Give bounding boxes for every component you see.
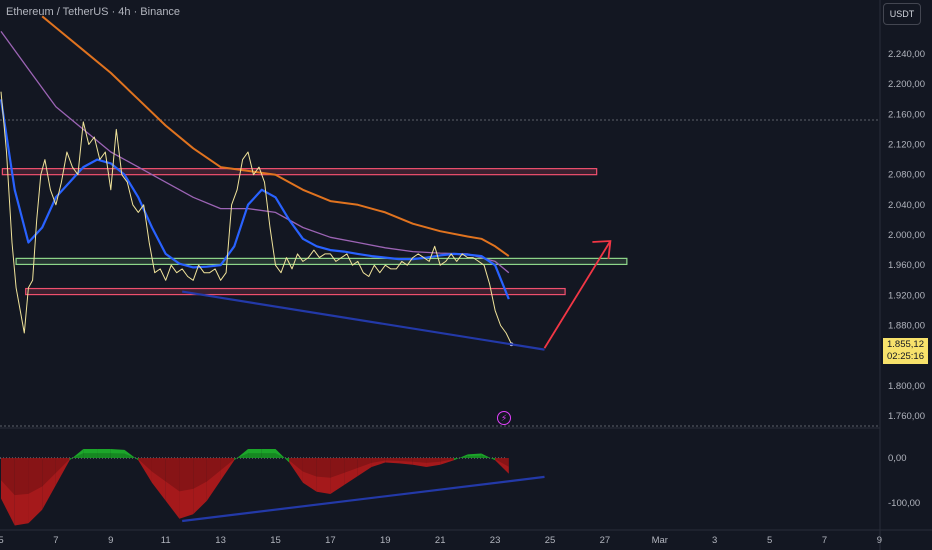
osc-trendline bbox=[182, 475, 545, 523]
osc-bar bbox=[69, 449, 84, 461]
oscillator-pane bbox=[1, 449, 545, 526]
osc-bar bbox=[110, 449, 125, 458]
y-tick-label: 2.240,00 bbox=[888, 49, 925, 60]
y-tick-label: 2.160,00 bbox=[888, 109, 925, 120]
y-tick-label: 2.080,00 bbox=[888, 170, 925, 181]
x-tick-label: 5 bbox=[767, 535, 772, 546]
osc-bar bbox=[344, 458, 358, 485]
ema_fast-line bbox=[0, 99, 510, 300]
osc-bar bbox=[275, 449, 290, 463]
osc-bar bbox=[42, 458, 56, 510]
series-lines bbox=[0, 15, 514, 347]
y-tick-label: 2.040,00 bbox=[888, 200, 925, 211]
y-tick-label: 2.000,00 bbox=[888, 230, 925, 241]
y-tick-label: 2.200,00 bbox=[888, 79, 925, 90]
osc-bar bbox=[28, 458, 43, 524]
ema_slow-line bbox=[41, 15, 510, 257]
annotations bbox=[181, 240, 612, 351]
osc-bar bbox=[261, 449, 276, 458]
axes: 2.240,00 2.200,00 2.160,00 2.120,00 2.080,00… bbox=[0, 49, 925, 546]
countdown: 02:25:16 bbox=[887, 351, 924, 362]
currency-button[interactable]: USDT bbox=[883, 3, 921, 25]
zones bbox=[1, 168, 628, 296]
y-tick-label: 1.960,00 bbox=[888, 260, 925, 271]
price-line bbox=[0, 91, 513, 345]
x-tick-label: 13 bbox=[215, 535, 226, 546]
osc-bar bbox=[14, 458, 29, 526]
osc-bar bbox=[330, 458, 345, 494]
osc-bar bbox=[440, 458, 454, 465]
osc-bar bbox=[206, 458, 221, 501]
x-tick-label: 9 bbox=[877, 535, 882, 546]
x-tick-label: 15 bbox=[270, 535, 281, 546]
osc-bar bbox=[426, 458, 441, 467]
x-tick-label: 5 bbox=[0, 535, 4, 546]
osc-bar bbox=[1, 458, 15, 526]
osc-y-tick-label: -100,00 bbox=[888, 498, 920, 509]
x-tick-label: 19 bbox=[380, 535, 391, 546]
osc-bar bbox=[495, 458, 509, 474]
last-price: 1.855,12 bbox=[887, 339, 924, 350]
osc-bar bbox=[97, 449, 111, 458]
red-zone bbox=[1, 168, 598, 176]
x-tick-label: 7 bbox=[822, 535, 827, 546]
x-tick-label: 9 bbox=[108, 535, 113, 546]
red-zone bbox=[25, 287, 566, 296]
y-tick-label: 1.800,00 bbox=[888, 381, 925, 392]
osc-y-tick-label: 0,00 bbox=[888, 453, 907, 464]
osc-bar bbox=[453, 454, 468, 461]
x-tick-label: 27 bbox=[600, 535, 611, 546]
x-tick-label: 17 bbox=[325, 535, 336, 546]
osc-bar bbox=[248, 449, 262, 458]
x-tick-label: Mar bbox=[652, 535, 668, 546]
chart-title: Ethereum / TetherUS · 4h · Binance bbox=[6, 6, 181, 18]
y-tick-label: 1.760,00 bbox=[888, 411, 925, 422]
osc-bar bbox=[399, 458, 413, 465]
osc-bar bbox=[289, 458, 303, 483]
y-tick-label: 2.120,00 bbox=[888, 140, 925, 151]
y-tick-label: 1.880,00 bbox=[888, 321, 925, 332]
osc-bar bbox=[234, 449, 249, 461]
osc-bar bbox=[385, 458, 400, 464]
osc-bar bbox=[467, 453, 482, 458]
projection-arrowhead bbox=[592, 240, 612, 260]
x-tick-label: 21 bbox=[435, 535, 446, 546]
osc-bar bbox=[138, 458, 152, 483]
ema_mid-line bbox=[0, 31, 510, 274]
osc-bar bbox=[481, 453, 496, 461]
green-zone bbox=[15, 257, 628, 266]
osc-bar bbox=[165, 458, 180, 519]
x-tick-label: 3 bbox=[712, 535, 717, 546]
x-tick-label: 11 bbox=[161, 535, 171, 546]
osc-shade bbox=[1, 453, 509, 496]
osc-bar bbox=[220, 458, 235, 481]
osc-bar bbox=[357, 458, 372, 476]
osc-bar bbox=[179, 458, 194, 519]
osc-bar bbox=[55, 458, 70, 485]
x-tick-label: 23 bbox=[490, 535, 501, 546]
projection-arrow bbox=[543, 240, 612, 349]
x-tick-label: 25 bbox=[545, 535, 556, 546]
osc-bar bbox=[83, 449, 98, 458]
osc-bar bbox=[193, 458, 207, 515]
osc-bar bbox=[412, 458, 427, 467]
flash-icon[interactable]: ⚡ bbox=[497, 411, 511, 425]
osc-bar bbox=[371, 458, 386, 467]
y-tick-label: 1.920,00 bbox=[888, 290, 925, 301]
last-price-tag: 1.855,12 02:25:16 bbox=[883, 338, 928, 364]
osc-bar bbox=[316, 458, 331, 494]
osc-bar bbox=[151, 458, 166, 501]
osc-bar bbox=[302, 458, 317, 492]
osc-bar bbox=[124, 449, 139, 461]
x-tick-label: 7 bbox=[53, 535, 58, 546]
support-trendline bbox=[181, 290, 545, 351]
